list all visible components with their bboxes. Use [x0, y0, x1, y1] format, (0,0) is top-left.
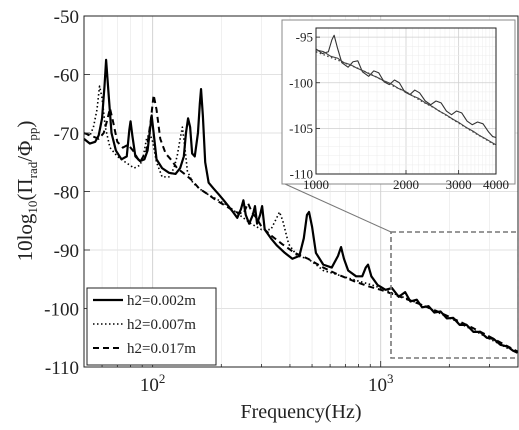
- y-axis-label: 10log10(Πrad/Φpp): [13, 121, 40, 262]
- main-y-tick-label: -50: [54, 7, 79, 28]
- main-x-tick-label: 102: [140, 371, 166, 396]
- legend-label-h2-0.017m: h2=0.017m: [127, 341, 196, 357]
- inset-x-ticks: 1000 2000 3000 4000: [303, 170, 509, 192]
- inset-x-tick-label: 2000: [393, 177, 419, 192]
- legend: h2=0.002m h2=0.007m h2=0.017m: [86, 287, 217, 366]
- inset-y-ticks: -95 -100 -105 -110: [289, 30, 320, 182]
- inset-x-tick-label: 4000: [483, 177, 509, 192]
- zoom-region-box: [390, 231, 519, 359]
- inset-plot-area: [315, 34, 497, 147]
- zoom-connector-line: [284, 183, 392, 233]
- inset-y-tick-label: -95: [296, 30, 313, 45]
- legend-label-h2-0.007m: h2=0.007m: [127, 317, 196, 333]
- legend-label-h2-0.002m: h2=0.002m: [127, 293, 196, 309]
- main-y-tick-label: -70: [54, 124, 79, 145]
- inset-background: [281, 19, 516, 185]
- main-y-tick-label: -100: [44, 300, 79, 321]
- inset-x-tick-label: 3000: [446, 177, 472, 192]
- main-x-ticks: 102 103: [140, 371, 394, 396]
- inset-y-tick-label: -110: [290, 167, 313, 182]
- main-y-ticks: -110 -100 -90 -80 -70 -60 -50: [44, 7, 90, 379]
- series-line-h2=0.017m: [83, 93, 519, 353]
- main-plot-area: [83, 58, 519, 354]
- inset-series-line-3: [315, 51, 497, 147]
- main-y-tick-label: -110: [45, 358, 79, 379]
- main-y-tick-label: -60: [54, 66, 79, 87]
- main-y-tick-label: -90: [54, 241, 79, 262]
- x-axis-label: Frequency(Hz): [240, 401, 361, 423]
- main-y-tick-label: -80: [54, 183, 79, 204]
- inset-y-tick-label: -105: [289, 121, 313, 136]
- inset-y-tick-label: -100: [289, 75, 313, 90]
- main-x-tick-label: 103: [368, 371, 394, 396]
- inset-x-tick-label: 1000: [303, 177, 329, 192]
